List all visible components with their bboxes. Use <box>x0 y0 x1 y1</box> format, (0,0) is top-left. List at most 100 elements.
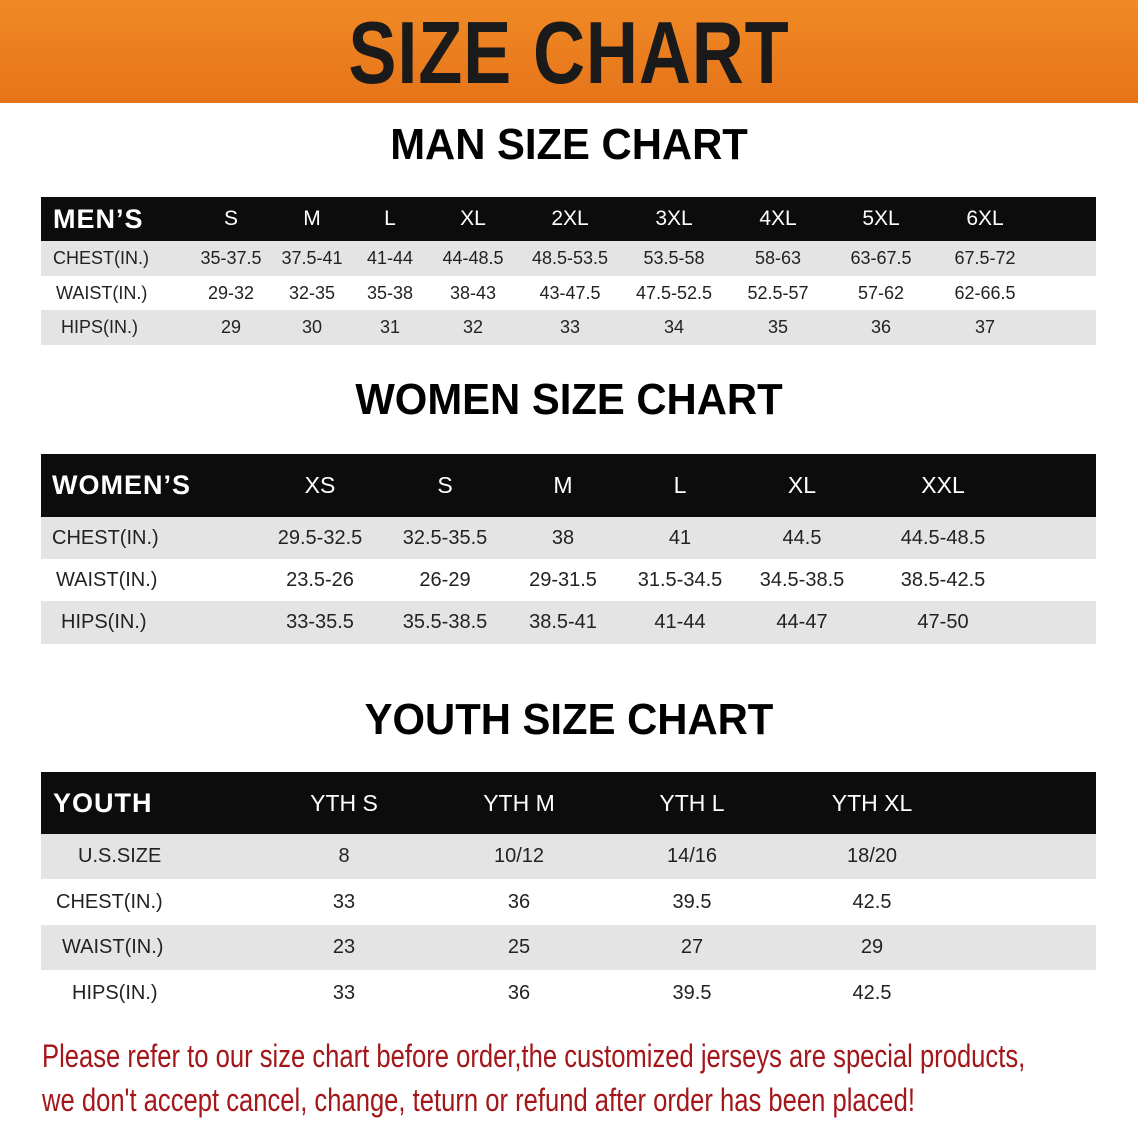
size-header-cell: S <box>223 207 239 230</box>
table-row: U.S.SIZE 8 10/12 14/16 18/20 <box>41 834 1096 879</box>
table-row: CHEST(IN.) 35-37.5 37.5-41 41-44 44-48.5 48.5… <box>41 241 1096 276</box>
men-section-title: MAN SIZE CHART <box>390 120 748 169</box>
row-label: HIPS(IN.) <box>61 611 147 633</box>
table-cell: 39.5 <box>672 981 712 1004</box>
table-cell: 29-31.5 <box>529 568 597 591</box>
table-cell: 29-32 <box>207 282 255 303</box>
women-section-title: WOMEN SIZE CHART <box>355 375 783 424</box>
table-cell: 32-35 <box>288 282 336 303</box>
table-row: WAIST(IN.) 29-32 32-35 35-38 38-43 43-47.5 47.… <box>41 276 1096 310</box>
size-header-cell: YTH XL <box>831 789 913 816</box>
table-cell: 35-37.5 <box>200 248 262 268</box>
table-cell: 29 <box>220 317 242 337</box>
row-label: WAIST(IN.) <box>56 282 148 303</box>
table-header-label: YOUTH <box>53 787 153 818</box>
table-cell: 44.5 <box>782 526 822 549</box>
size-header-cell: XL <box>460 207 486 230</box>
table-cell: 63-67.5 <box>850 248 912 268</box>
size-header-cell: XS <box>304 472 336 498</box>
men-size-table: MEN’S S M L XL 2XL 3XL 4XL 5XL 6XL CHEST(IN.) 35-37… <box>41 197 1096 345</box>
table-cell: 31 <box>379 317 401 337</box>
row-label: U.S.SIZE <box>78 845 162 867</box>
table-cell: 48.5-53.5 <box>531 248 609 268</box>
table-cell: 62-66.5 <box>954 282 1016 303</box>
size-header-cell: L <box>384 207 396 230</box>
table-cell: 29.5-32.5 <box>277 526 363 549</box>
size-header-cell: 5XL <box>862 207 900 230</box>
table-header-row: MEN’S S M L XL 2XL 3XL 4XL 5XL 6XL <box>41 197 1096 241</box>
table-cell: 36 <box>507 890 531 913</box>
table-cell: 44-47 <box>776 611 828 633</box>
table-cell: 36 <box>870 317 892 337</box>
table-cell: 18/20 <box>846 845 898 867</box>
row-label: WAIST(IN.) <box>62 936 164 958</box>
size-header-cell: L <box>673 472 687 498</box>
table-header-label: MEN’S <box>53 203 144 234</box>
table-cell: 39.5 <box>672 890 712 913</box>
youth-section-title: YOUTH SIZE CHART <box>364 695 774 744</box>
table-cell: 32.5-35.5 <box>402 526 488 549</box>
table-cell: 37.5-41 <box>281 248 343 268</box>
size-header-cell: YTH S <box>310 789 378 816</box>
table-cell: 41-44 <box>366 248 414 268</box>
table-cell: 33 <box>332 890 356 913</box>
row-label: HIPS(IN.) <box>61 317 139 337</box>
table-cell: 53.5-58 <box>643 248 705 268</box>
table-cell: 33 <box>332 981 356 1004</box>
table-row: WAIST(IN.) 23.5-26 26-29 29-31.5 31.5-34.5 34… <box>41 559 1096 601</box>
table-cell: 31.5-34.5 <box>637 568 723 591</box>
table-cell: 38-43 <box>449 282 497 303</box>
table-cell: 26-29 <box>419 568 471 591</box>
table-cell: 58-63 <box>754 248 802 268</box>
row-label: HIPS(IN.) <box>72 981 158 1004</box>
table-row: CHEST(IN.) 33 36 39.5 42.5 <box>41 879 1096 925</box>
table-row: HIPS(IN.) 29 30 31 32 33 34 35 36 37 <box>41 310 1096 345</box>
table-cell: 34.5-38.5 <box>759 568 845 591</box>
youth-size-table: YOUTH YTH S YTH M YTH L YTH XL U.S.SIZE 8 10/12… <box>41 772 1096 1016</box>
size-header-cell: 2XL <box>551 207 589 230</box>
table-cell: 43-47.5 <box>539 282 601 303</box>
table-cell: 35.5-38.5 <box>402 611 488 633</box>
row-label: WAIST(IN.) <box>56 568 158 591</box>
table-header-row: WOMEN’S XS S M L XL XXL <box>41 454 1096 517</box>
size-header-cell: YTH M <box>483 789 555 816</box>
table-cell: 38 <box>551 526 575 549</box>
table-cell: 47.5-52.5 <box>635 282 713 303</box>
table-cell: 34 <box>663 317 685 337</box>
table-cell: 38.5-41 <box>529 611 597 633</box>
banner: SIZE CHART <box>0 0 1138 103</box>
size-header-cell: 3XL <box>655 207 693 230</box>
table-cell: 44-48.5 <box>442 248 504 268</box>
size-header-cell: XL <box>787 472 817 498</box>
table-cell: 37 <box>974 317 996 337</box>
size-header-cell: XXL <box>921 472 965 498</box>
table-cell: 25 <box>507 936 531 958</box>
table-cell: 33-35.5 <box>286 611 354 633</box>
size-header-cell: YTH L <box>659 789 725 816</box>
table-cell: 52.5-57 <box>747 282 809 303</box>
table-cell: 41-44 <box>654 611 706 633</box>
women-size-table: WOMEN’S XS S M L XL XXL CHEST(IN.) 29.5-32.5 32.5… <box>41 454 1096 644</box>
table-cell: 33 <box>559 317 581 337</box>
row-label: CHEST(IN.) <box>53 248 149 268</box>
banner-title: SIZE CHART <box>348 3 790 102</box>
table-cell: 10/12 <box>493 845 545 867</box>
table-cell: 47-50 <box>917 611 969 633</box>
notice-line-2: we don't accept cancel, change, teturn o… <box>42 1082 915 1118</box>
table-row: WAIST(IN.) 23 25 27 29 <box>41 925 1096 970</box>
row-label: CHEST(IN.) <box>52 526 159 549</box>
table-cell: 41 <box>668 526 692 549</box>
size-header-cell: 4XL <box>759 207 797 230</box>
table-cell: 36 <box>507 981 531 1004</box>
table-cell: 38.5-42.5 <box>900 568 986 591</box>
table-cell: 14/16 <box>666 845 718 867</box>
size-header-cell: S <box>437 472 453 498</box>
table-cell: 8 <box>338 845 350 867</box>
table-row: CHEST(IN.) 29.5-32.5 32.5-35.5 38 41 44.5 44.5… <box>41 517 1096 559</box>
table-cell: 29 <box>860 936 884 958</box>
table-cell: 27 <box>680 936 704 958</box>
table-cell: 23.5-26 <box>286 568 354 591</box>
notice-line-1: Please refer to our size chart before or… <box>42 1038 1026 1074</box>
table-cell: 35-38 <box>366 282 414 303</box>
size-header-cell: 6XL <box>966 207 1004 230</box>
